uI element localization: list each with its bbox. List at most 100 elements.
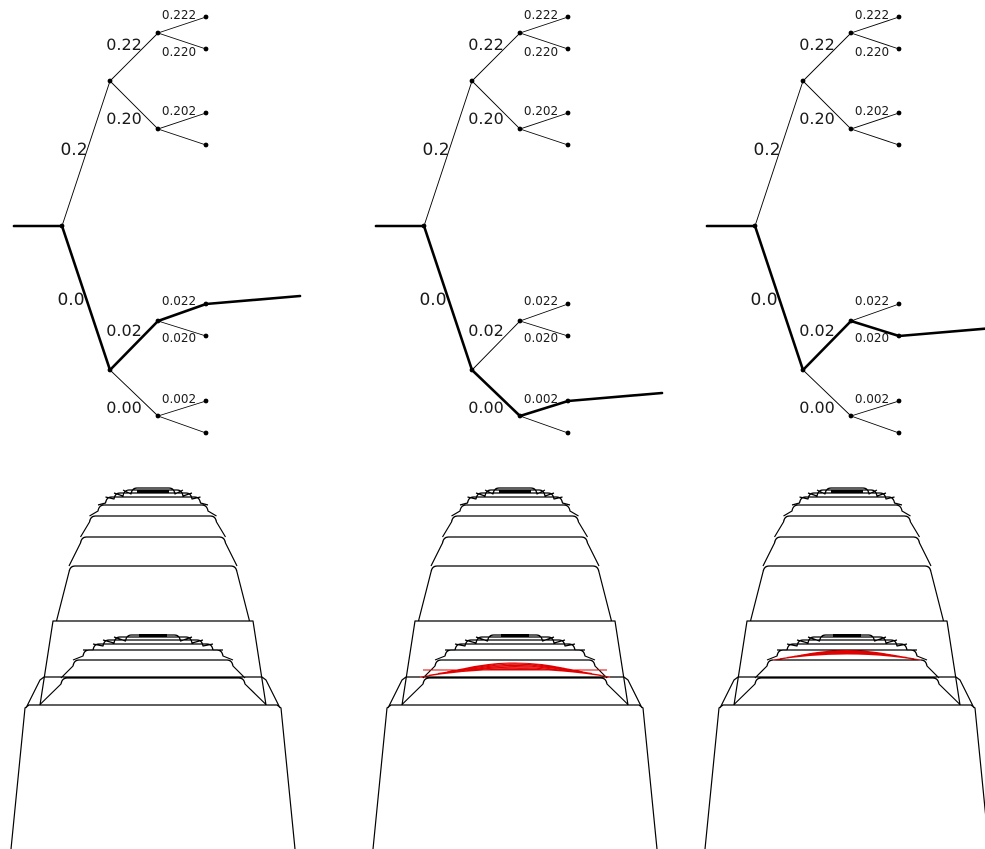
tree-label-level2: 0.20 bbox=[799, 109, 835, 128]
lower-step bbox=[72, 649, 234, 661]
lower-step bbox=[454, 639, 576, 647]
tree-node bbox=[896, 301, 902, 307]
tree-node bbox=[565, 14, 571, 20]
upper-step bbox=[773, 515, 921, 538]
lower-step bbox=[434, 649, 596, 661]
tree-edge bbox=[849, 319, 901, 338]
lower-outer-step bbox=[25, 676, 281, 709]
tree-edge bbox=[850, 32, 900, 50]
tree-node bbox=[565, 46, 571, 52]
tree-edge bbox=[850, 112, 900, 130]
tree-label-level3: 0.022 bbox=[162, 294, 196, 308]
upper-step bbox=[68, 536, 238, 567]
upper-cap bbox=[499, 490, 531, 493]
lower-step bbox=[83, 643, 223, 651]
tree-label-level3: 0.222 bbox=[162, 8, 196, 22]
tree-extension bbox=[204, 294, 302, 306]
tree-label-level3: 0.202 bbox=[162, 104, 196, 118]
mountain-panel-right bbox=[704, 487, 985, 849]
tree-edge bbox=[109, 369, 159, 417]
tree-edge bbox=[850, 128, 900, 146]
tree-edge bbox=[519, 128, 569, 146]
tree-label-level3: 0.020 bbox=[855, 331, 889, 345]
tree-label-level2: 0.22 bbox=[106, 35, 142, 54]
tree-label-level3: 0.020 bbox=[524, 331, 558, 345]
tree-label-level2: 0.00 bbox=[799, 398, 835, 417]
tree-node bbox=[421, 223, 427, 229]
tree-label-level2: 0.02 bbox=[468, 321, 504, 340]
tree-node bbox=[203, 301, 209, 307]
tree-edge bbox=[801, 319, 853, 372]
upper-step bbox=[79, 515, 227, 538]
tree-label-level3: 0.202 bbox=[855, 104, 889, 118]
tree-node bbox=[565, 398, 571, 404]
tree-edge bbox=[753, 224, 805, 372]
tree-node bbox=[896, 110, 902, 116]
tree-edge bbox=[157, 16, 207, 34]
mountain-panel-middle bbox=[372, 487, 658, 849]
tree-node bbox=[203, 14, 209, 20]
tree-node bbox=[203, 110, 209, 116]
tree-edge bbox=[519, 32, 569, 50]
lower-step bbox=[60, 659, 246, 679]
upper-step bbox=[783, 504, 911, 517]
tree-node bbox=[155, 318, 161, 324]
tree-edge bbox=[471, 32, 521, 82]
upper-step bbox=[89, 504, 217, 517]
tree-edge bbox=[519, 112, 569, 130]
lower-cap bbox=[833, 634, 861, 637]
tree-label-level2: 0.02 bbox=[106, 321, 142, 340]
tree-node bbox=[517, 126, 523, 132]
tree-edge bbox=[802, 80, 852, 130]
upper-step bbox=[459, 496, 571, 506]
upper-outer-step bbox=[401, 620, 629, 706]
tree-node bbox=[203, 430, 209, 436]
tree-edge bbox=[157, 400, 207, 417]
lower-step bbox=[786, 639, 908, 647]
lower-cap bbox=[139, 634, 167, 637]
tree-node bbox=[565, 301, 571, 307]
upper-step bbox=[122, 487, 184, 495]
tree-edge bbox=[470, 368, 522, 418]
tree-node bbox=[155, 413, 161, 419]
upper-step bbox=[105, 492, 201, 500]
upper-step bbox=[97, 496, 209, 506]
tree-label-level3: 0.002 bbox=[162, 392, 196, 406]
tree-node bbox=[517, 318, 523, 324]
tree-edge bbox=[519, 320, 569, 337]
upper-cap bbox=[137, 490, 169, 493]
tree-edge bbox=[109, 32, 159, 82]
upper-outer-step bbox=[39, 620, 267, 706]
lower-step bbox=[92, 639, 214, 647]
tree-edge bbox=[850, 415, 900, 434]
tree-edge bbox=[157, 128, 207, 146]
upper-outer-step bbox=[733, 620, 961, 706]
tree-edge bbox=[519, 16, 569, 34]
tree-label-level2: 0.22 bbox=[799, 35, 835, 54]
tree-label-level2: 0.20 bbox=[106, 109, 142, 128]
tree-label-level1: 0.2 bbox=[60, 140, 87, 160]
upper-step bbox=[799, 492, 895, 500]
tree-node bbox=[896, 333, 902, 339]
tree-extension bbox=[566, 391, 664, 403]
tree-panel-middle: 0.2 0.0 0.22 0.20 0.02 0.00 0.222 0.220 0.202 0.0… bbox=[374, 8, 664, 436]
tree-label-level2: 0.20 bbox=[468, 109, 504, 128]
tree-label-level2: 0.00 bbox=[106, 398, 142, 417]
upper-step bbox=[484, 487, 546, 495]
base-block bbox=[10, 704, 296, 849]
tree-edge bbox=[108, 319, 160, 372]
tree-node bbox=[203, 398, 209, 404]
tree-label-level3: 0.220 bbox=[162, 45, 196, 59]
tree-edge bbox=[471, 320, 521, 371]
tree-label-level1: 0.0 bbox=[750, 290, 777, 310]
tree-label-level1: 0.0 bbox=[57, 290, 84, 310]
tree-label-level3: 0.222 bbox=[524, 8, 558, 22]
tree-edge bbox=[850, 400, 900, 417]
tree-diagrams: 0.2 0.0 0.22 0.20 0.02 0.00 0.222 0.220 0.202 0.0… bbox=[12, 8, 985, 436]
tree-edge bbox=[754, 80, 804, 227]
upper-step bbox=[816, 487, 878, 495]
tree-node bbox=[155, 30, 161, 36]
tree-edge bbox=[850, 303, 900, 322]
tree-node bbox=[896, 430, 902, 436]
lower-step bbox=[754, 659, 940, 679]
